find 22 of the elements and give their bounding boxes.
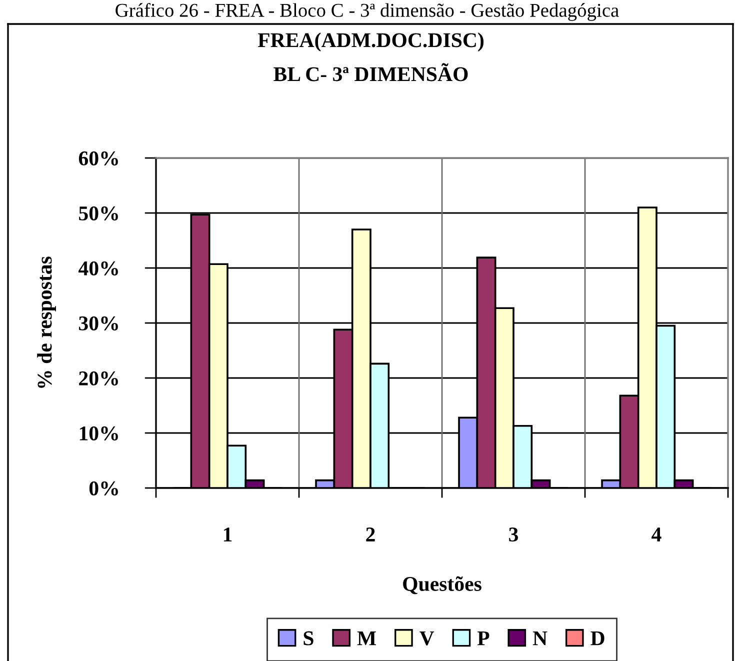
legend-label: M (357, 631, 376, 646)
chart-subtitle: BL C- 3ª DIMENSÃO (274, 63, 468, 82)
y-axis-title: % de respostas (37, 256, 56, 388)
y-tick-label: 30% (79, 316, 118, 330)
legend-label: S (304, 631, 314, 646)
x-tick-label: 3 (509, 528, 518, 542)
y-tick-label: 10% (80, 426, 118, 440)
legend-label: P (477, 631, 490, 646)
y-tick-label: 50% (79, 206, 118, 220)
x-tick-label: 1 (224, 528, 232, 542)
x-tick-label: 2 (366, 528, 375, 542)
legend-label: V (420, 631, 434, 646)
y-tick-label: 60% (78, 151, 118, 166)
legend-label: N (532, 631, 548, 646)
x-axis-title: Questões (403, 576, 482, 594)
x-tick-label: 4 (652, 528, 662, 542)
legend-label: D (590, 631, 604, 646)
y-tick-label: 20% (79, 371, 118, 386)
y-tick-label: 0% (89, 481, 118, 496)
chart-title: FREA(ADM.DOC.DISC) (258, 32, 484, 52)
y-tick-label: 40% (78, 261, 118, 276)
text: Gráfico 26 - FREA - Bloco C - 3ª dimensão - Gestão Pedagógica (116, 3, 619, 21)
